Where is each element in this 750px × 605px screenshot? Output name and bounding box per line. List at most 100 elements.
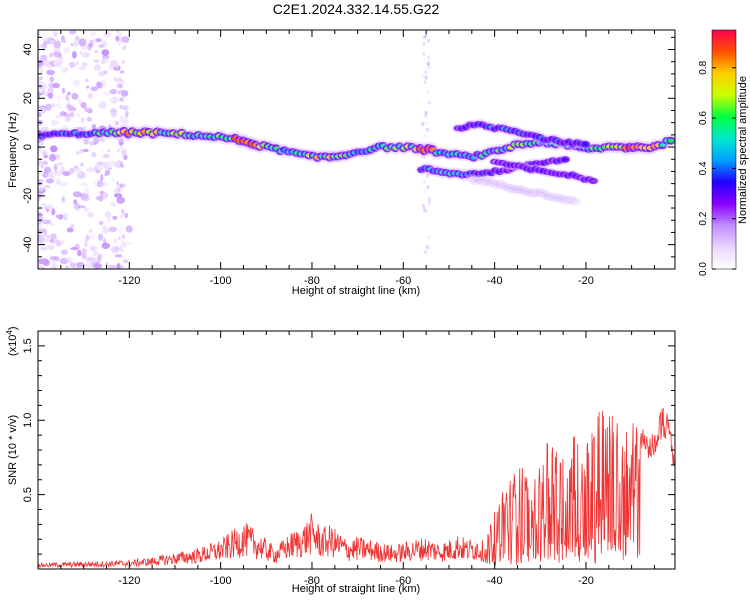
spectrogram-speckle bbox=[85, 140, 92, 144]
spectrogram-speckle bbox=[118, 228, 124, 234]
spectrogram-speckle bbox=[91, 151, 97, 158]
spectrogram-speckle bbox=[38, 159, 43, 167]
spectrogram-speckle bbox=[45, 178, 55, 184]
snr-series-line bbox=[38, 407, 675, 569]
spectrogram-speckle bbox=[107, 160, 117, 167]
spectrogram-speckle bbox=[86, 116, 92, 122]
spectrogram-speckle bbox=[70, 223, 75, 229]
spectrogram-speckle bbox=[117, 184, 121, 189]
snr-panel: -120 -100 -80 -60 -40 -20 0.5 1.0 1.5 Height of … bbox=[5, 326, 676, 595]
spectrogram-x-tick-label: -120 bbox=[118, 275, 140, 287]
spectrogram-speckle bbox=[55, 60, 63, 68]
spectrogram-speckle bbox=[121, 238, 125, 243]
spectrogram-y-tick-label: 0 bbox=[22, 144, 34, 150]
spectrogram-speckle bbox=[41, 60, 51, 67]
spectrogram-speckle bbox=[424, 134, 428, 139]
spectrogram-speckle bbox=[72, 39, 79, 48]
spectrogram-speckle bbox=[61, 196, 66, 203]
spectrogram-speckle bbox=[60, 39, 67, 43]
spectrogram-speckle bbox=[50, 103, 56, 108]
spectrogram-speckle bbox=[104, 173, 109, 177]
spectrogram-speckle bbox=[76, 262, 85, 268]
spectrogram-speckle bbox=[108, 167, 113, 170]
spectrogram-speckle bbox=[61, 249, 68, 256]
spectrogram-speckle bbox=[41, 232, 46, 237]
spectrogram-speckle bbox=[100, 174, 104, 182]
spectrogram-speckle bbox=[49, 175, 55, 180]
spectrogram-speckle bbox=[99, 138, 106, 142]
spectrogram-speckle bbox=[97, 233, 104, 241]
spectrogram-speckle bbox=[38, 57, 44, 60]
spectrogram-speckle bbox=[56, 240, 61, 247]
spectrogram-speckle bbox=[117, 236, 121, 241]
spectrogram-speckle bbox=[79, 182, 89, 186]
spectrogram-ridge-core bbox=[490, 181, 495, 184]
spectrogram-speckle bbox=[75, 61, 79, 66]
spectrogram-speckle bbox=[53, 170, 62, 176]
spectrogram-speckle bbox=[121, 183, 125, 188]
spectrogram-speckle bbox=[121, 105, 129, 111]
snr-y-tick-label: 0.5 bbox=[22, 487, 34, 502]
spectrogram-speckle bbox=[47, 92, 54, 99]
spectrogram-speckle bbox=[422, 179, 426, 184]
spectrogram-speckle bbox=[119, 70, 125, 74]
spectrogram-speckle bbox=[65, 94, 69, 101]
colorbar-tick-label: 0.8 bbox=[698, 60, 709, 74]
spectrogram-speckle bbox=[119, 97, 123, 102]
spectrogram-speckle bbox=[102, 161, 108, 169]
spectrogram-speckle bbox=[38, 43, 42, 49]
spectrogram-speckle bbox=[117, 148, 120, 152]
spectrogram-speckle bbox=[93, 59, 100, 63]
spectrogram-speckle bbox=[115, 246, 119, 251]
spectrogram-speckle bbox=[46, 204, 54, 210]
spectrogram-speckle bbox=[117, 83, 123, 89]
colorbar-tick-label: 0.2 bbox=[698, 211, 709, 225]
spectrogram-speckle bbox=[55, 214, 60, 218]
snr-y-tick-label: 1.0 bbox=[22, 413, 34, 428]
spectrogram-speckle bbox=[46, 64, 53, 70]
spectrogram-ridge-core bbox=[590, 179, 596, 183]
spectrogram-ridge-core bbox=[486, 179, 491, 183]
spectrogram-speckle bbox=[116, 137, 125, 143]
spectrogram-speckle bbox=[38, 196, 41, 202]
spectrogram-speckle bbox=[54, 114, 63, 119]
snr-y-tick-label: 1.5 bbox=[22, 338, 34, 353]
spectrogram-speckle bbox=[69, 112, 75, 118]
spectrogram-speckle bbox=[427, 65, 431, 70]
spectrogram-speckle bbox=[38, 234, 42, 241]
spectrogram-speckle bbox=[422, 74, 426, 79]
spectrogram-speckle bbox=[116, 84, 120, 89]
spectrogram-speckle bbox=[427, 38, 430, 43]
spectrogram-speckle bbox=[38, 147, 43, 151]
spectrogram-speckle bbox=[42, 149, 47, 157]
spectrogram-speckle bbox=[424, 209, 428, 214]
spectrogram-speckle bbox=[424, 70, 428, 75]
spectrogram-ridge-core bbox=[555, 197, 561, 200]
spectrogram-speckle bbox=[121, 118, 129, 125]
spectrogram-ridge-core bbox=[582, 142, 589, 146]
spectrogram-speckle bbox=[97, 254, 102, 263]
spectrogram-ridge-core bbox=[502, 185, 507, 188]
spectrogram-speckle bbox=[98, 44, 105, 48]
spectrogram-speckle bbox=[109, 59, 118, 68]
spectrogram-ridge-core bbox=[481, 181, 487, 184]
spectrogram-speckle bbox=[49, 76, 55, 83]
spectrogram-speckle bbox=[117, 90, 121, 95]
spectrogram-speckle bbox=[121, 92, 125, 97]
spectrogram-speckle bbox=[50, 263, 58, 269]
spectrogram-speckle bbox=[84, 78, 89, 83]
spectrogram-speckle bbox=[123, 259, 129, 264]
spectrogram-speckle bbox=[101, 242, 111, 249]
spectrogram-panel: -120 -100 -80 -60 -40 -20 -40 -20 0 20 40 Height o… bbox=[7, 29, 676, 297]
spectrogram-speckle bbox=[38, 31, 41, 36]
spectrogram-speckle bbox=[84, 186, 90, 195]
spectrogram-speckle bbox=[120, 208, 124, 213]
spectrogram-speckle bbox=[80, 148, 84, 154]
spectrogram-ridge-core bbox=[568, 198, 573, 201]
spectrogram-speckle bbox=[118, 31, 122, 36]
spectrogram-speckle bbox=[70, 247, 78, 251]
spectrogram-speckle bbox=[122, 79, 125, 84]
spectrogram-ridge-core bbox=[498, 182, 503, 185]
spectrogram-speckle bbox=[67, 91, 71, 96]
spectrogram-speckle bbox=[48, 222, 55, 227]
